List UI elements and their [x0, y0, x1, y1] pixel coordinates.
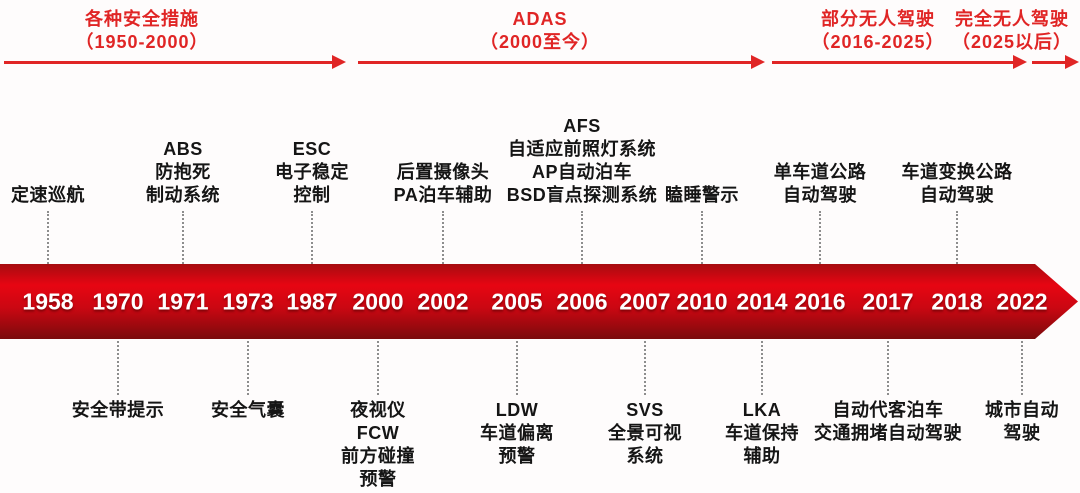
phase-title: 各种安全措施: [85, 9, 199, 29]
timeline-year-2007: 2007: [619, 288, 671, 314]
milestone-connector: [701, 211, 703, 264]
phase-adas: ADAS （2000至今）: [430, 8, 650, 54]
milestone-bottom-2005: LDW 车道偏离 预警: [432, 341, 602, 468]
phase-partial-autonomy: 部分无人驾驶 （2016-2025）: [768, 8, 988, 54]
milestone-label: LKA 车道保持 辅助: [725, 400, 799, 466]
arrow-head-icon: [751, 55, 765, 69]
milestone-label: 瞌睡警示: [665, 185, 739, 205]
milestone-top-1958: 定速巡航: [0, 184, 133, 264]
phase-arrow-partial-icon: [772, 55, 1027, 69]
milestone-connector: [442, 211, 444, 264]
milestone-label: ESC 电子稳定 控制: [275, 139, 349, 205]
timeline-year-2018: 2018: [931, 288, 983, 314]
milestone-bottom-2017: 自动代客泊车 交通拥堵自动驾驶: [788, 341, 988, 445]
phase-range: （2016-2025）: [811, 32, 945, 52]
milestone-connector: [47, 211, 49, 264]
milestone-bottom-2000: 夜视仪 FCW 前方碰撞 预警: [293, 341, 463, 491]
timeline-year-2006: 2006: [556, 288, 608, 314]
milestone-top-2002: 后置摄像头 PA泊车辅助: [358, 161, 528, 264]
timeline-year-2002: 2002: [417, 288, 469, 314]
milestone-label: LDW 车道偏离 预警: [480, 400, 554, 466]
phase-arrow-adas-icon: [358, 55, 765, 69]
milestone-bottom-2014: LKA 车道保持 辅助: [677, 341, 847, 468]
milestone-connector: [887, 341, 889, 395]
milestone-connector: [761, 341, 763, 395]
phase-arrow-full-icon: [1032, 55, 1079, 69]
milestone-connector: [956, 211, 958, 264]
milestone-label: 定速巡航: [11, 185, 85, 205]
milestone-connector: [311, 211, 313, 264]
milestone-top-1987: ESC 电子稳定 控制: [227, 138, 397, 264]
milestone-label: 车道变换公路 自动驾驶: [901, 162, 1013, 205]
arrow-shaft: [358, 60, 754, 64]
milestone-top-1971: ABS 防抱死 制动系统: [98, 138, 268, 264]
phase-title: 完全无人驾驶: [955, 9, 1069, 29]
arrow-shaft: [4, 60, 335, 64]
milestone-label: 安全带提示: [71, 400, 165, 420]
milestone-label: 安全气囊: [211, 400, 285, 420]
phase-safety-measures: 各种安全措施 （1950-2000）: [32, 8, 252, 54]
phase-range: （2000至今）: [479, 32, 601, 52]
milestone-connector: [182, 211, 184, 264]
milestone-label: 城市自动 驾驶: [985, 400, 1059, 443]
phase-title: ADAS: [512, 9, 568, 29]
arrow-shaft: [1032, 60, 1068, 64]
milestone-connector: [1021, 341, 1023, 395]
milestone-connector: [117, 341, 119, 395]
arrow-head-icon: [1065, 55, 1079, 69]
timeline-year-1973: 1973: [222, 288, 274, 314]
timeline-year-2000: 2000: [352, 288, 404, 314]
milestone-connector: [247, 341, 249, 395]
phase-range: （1950-2000）: [75, 32, 209, 52]
milestone-top-2010: 瞌睡警示: [617, 184, 787, 264]
milestone-label: AFS 自适应前照灯系统 AP自动泊车 BSD盲点探测系统: [506, 116, 658, 205]
milestone-top-2016: 单车道公路 自动驾驶: [735, 161, 905, 264]
phase-range: （2025以后）: [951, 32, 1073, 52]
phase-arrow-safety-icon: [4, 55, 346, 69]
milestone-label: SVS 全景可视 系统: [608, 400, 682, 466]
milestone-label: 后置摄像头 PA泊车辅助: [393, 162, 493, 205]
milestone-label: ABS 防抱死 制动系统: [146, 139, 220, 205]
timeline-year-1987: 1987: [286, 288, 338, 314]
phase-full-autonomy: 完全无人驾驶 （2025以后）: [922, 8, 1080, 54]
milestone-bottom-2007: SVS 全景可视 系统: [560, 341, 730, 468]
phase-title: 部分无人驾驶: [821, 9, 935, 29]
timeline-year-2017: 2017: [862, 288, 914, 314]
milestone-bottom-2022: 城市自动 驾驶: [937, 341, 1080, 445]
timeline-year-2022: 2022: [996, 288, 1048, 314]
timeline-year-2005: 2005: [491, 288, 543, 314]
milestone-connector: [819, 211, 821, 264]
milestone-top-2006: AFS 自适应前照灯系统 AP自动泊车 BSD盲点探测系统: [477, 115, 687, 264]
timeline-year-2010: 2010: [676, 288, 728, 314]
arrow-head-icon: [332, 55, 346, 69]
milestone-label: 单车道公路 自动驾驶: [773, 162, 867, 205]
timeline-year-2016: 2016: [794, 288, 846, 314]
milestone-connector: [377, 341, 379, 395]
milestone-label: 自动代客泊车 交通拥堵自动驾驶: [814, 400, 962, 443]
timeline-year-1971: 1971: [157, 288, 209, 314]
arrow-head-icon: [1013, 55, 1027, 69]
milestone-connector: [516, 341, 518, 395]
timeline-year-1958: 1958: [22, 288, 74, 314]
milestone-top-2018: 车道变换公路 自动驾驶: [872, 161, 1042, 264]
timeline-year-2014: 2014: [736, 288, 788, 314]
milestone-bottom-1970: 安全带提示: [33, 341, 203, 422]
milestone-connector: [644, 341, 646, 395]
milestone-bottom-1973: 安全气囊: [163, 341, 333, 422]
timeline-year-1970: 1970: [92, 288, 144, 314]
arrow-shaft: [772, 60, 1016, 64]
milestone-label: 夜视仪 FCW 前方碰撞 预警: [341, 400, 415, 489]
milestone-connector: [581, 211, 583, 264]
timeline-bar: 1958 1970 1971 1973 1987 2000 2002 2005 …: [0, 264, 1078, 339]
